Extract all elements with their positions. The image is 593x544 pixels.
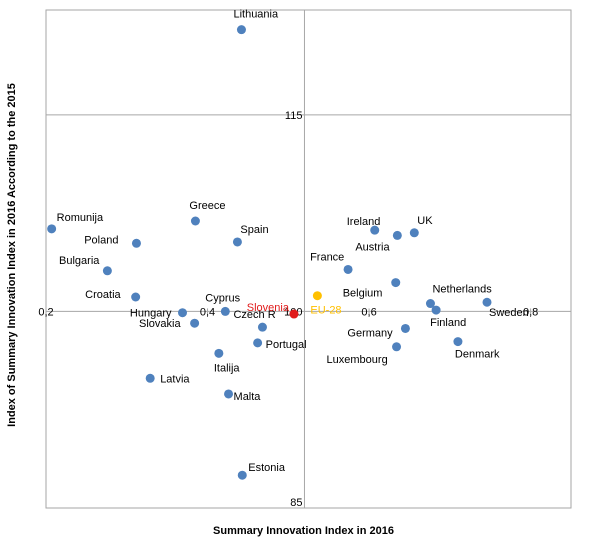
y-axis-title: Index of Summary Innovation Index in 201… (6, 83, 18, 427)
data-point (400, 323, 410, 333)
data-point (224, 389, 234, 399)
data-label: Poland (84, 234, 118, 246)
data-point (131, 238, 141, 248)
x-axis-title: Summary Innovation Index in 2016 (213, 525, 394, 537)
data-point (425, 299, 435, 309)
data-point (343, 264, 353, 274)
data-point (257, 322, 267, 332)
data-label: Germany (347, 327, 393, 339)
data-point (370, 225, 380, 235)
x-tick-label: 0,6 (361, 306, 376, 318)
data-label: Austria (355, 241, 390, 253)
data-label: Ireland (347, 216, 381, 228)
data-label: Romunija (57, 212, 104, 224)
plot-frame (45, 9, 572, 509)
data-point (453, 337, 463, 347)
data-point (102, 266, 112, 276)
data-label: Greece (189, 200, 225, 212)
x-tick-label: 0,8 (523, 306, 538, 318)
y-tick-label: 115 (285, 110, 303, 122)
data-label: Sweden (489, 307, 529, 319)
data-label: Portugal (266, 339, 307, 351)
data-label: Czech R (233, 309, 275, 321)
data-point (253, 338, 263, 348)
data-label: France (310, 251, 344, 263)
data-label: Latvia (160, 373, 190, 385)
data-label: Cyprus (205, 292, 240, 304)
data-label: Hungary (130, 308, 172, 320)
data-label: UK (417, 215, 433, 227)
data-label: Slovakia (139, 318, 181, 330)
data-point (131, 292, 141, 302)
data-point (312, 291, 322, 301)
y-tick-label: 85 (290, 497, 302, 509)
data-label: Croatia (85, 289, 121, 301)
data-point (190, 318, 200, 328)
data-label: Bulgaria (59, 255, 100, 267)
data-label: Slovenia (247, 302, 290, 314)
data-label: Denmark (455, 349, 500, 361)
data-point (190, 216, 200, 226)
data-label: Malta (234, 391, 262, 403)
data-label: Spain (240, 224, 268, 236)
data-point (47, 224, 57, 234)
data-label: Luxembourg (327, 354, 388, 366)
data-label: Netherlands (432, 284, 492, 296)
data-point (391, 278, 401, 288)
data-point (392, 342, 402, 352)
data-point (431, 305, 441, 315)
data-point (236, 25, 246, 35)
data-label: Lithuania (233, 9, 279, 21)
data-point (214, 348, 224, 358)
data-point (220, 306, 230, 316)
x-tick-label: 0,2 (38, 306, 53, 318)
data-point (178, 308, 187, 318)
data-point (145, 373, 155, 383)
data-point (232, 237, 242, 247)
data-label: EU-28 (310, 305, 341, 317)
data-point (237, 470, 247, 480)
data-point (289, 309, 299, 319)
data-point (392, 230, 402, 240)
data-label: Estonia (248, 462, 286, 474)
x-tick-label: 0,4 (200, 306, 215, 318)
data-point (482, 297, 492, 307)
data-label: Finland (430, 317, 466, 329)
data-label: Italija (214, 362, 241, 374)
data-point (409, 228, 419, 238)
data-label: Belgium (343, 288, 383, 300)
